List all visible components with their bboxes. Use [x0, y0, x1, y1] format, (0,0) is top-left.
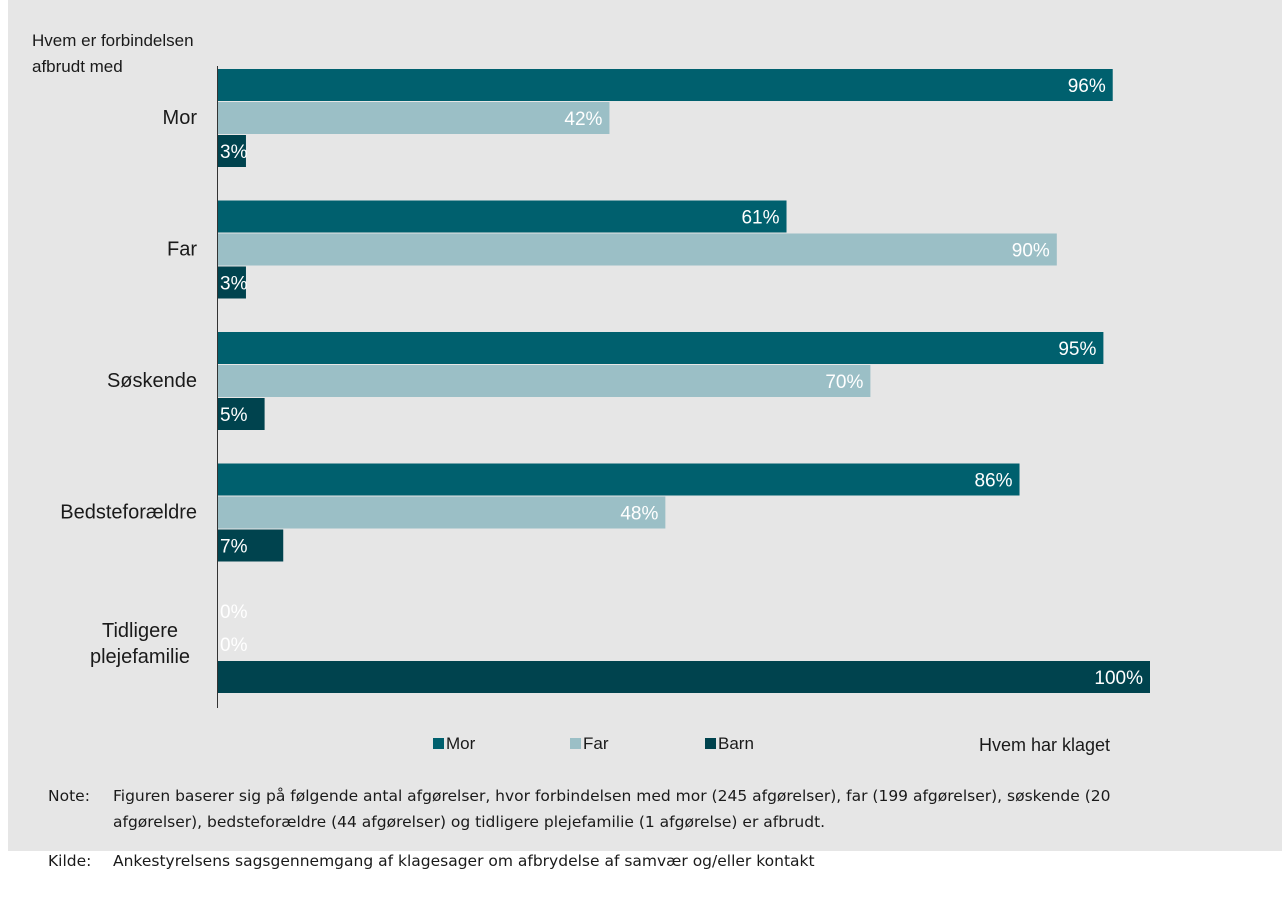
data-label: 70%: [825, 372, 863, 393]
data-label: 3%: [220, 274, 248, 295]
bar-chart: Hvem er forbindelsen afbrudt med 96% 42% 3%…: [32, 31, 1150, 755]
bar-barn: [218, 529, 284, 562]
data-label: 61%: [741, 208, 779, 229]
legend-swatch-far: [570, 738, 581, 749]
y-axis-title-line: afbrudt med: [32, 57, 123, 76]
category-label: Tidligere: [102, 620, 178, 642]
note-text: Figuren baserer sig på følgende antal af…: [113, 787, 1111, 831]
category-label: plejefamilie: [90, 646, 190, 668]
data-label: 0%: [220, 602, 248, 623]
data-label: 42%: [564, 109, 602, 130]
legend-label: Barn: [718, 734, 754, 753]
data-label: 96%: [1068, 76, 1106, 97]
bar-mor: [218, 69, 1113, 101]
legend-swatch-barn: [705, 738, 716, 749]
legend-label: Far: [583, 734, 609, 753]
bar-mor: [218, 332, 1104, 364]
bar-mor: [218, 200, 787, 233]
source-text: Ankestyrelsens sagsgennemgang af klagesa…: [113, 852, 815, 870]
bar-far: [218, 496, 666, 529]
data-label: 95%: [1058, 339, 1096, 360]
bar-mor: [218, 463, 1020, 496]
data-label: 3%: [220, 142, 248, 163]
legend-swatch-mor: [433, 738, 444, 749]
bar-barn: [218, 398, 265, 430]
source-block: Kilde: Ankestyrelsens sagsgennemgang af …: [48, 848, 1258, 878]
data-label: 5%: [220, 405, 248, 426]
bar-far: [218, 365, 871, 397]
x-axis-title: Hvem har klaget: [979, 735, 1110, 755]
source-label: Kilde:: [48, 852, 92, 870]
category-label: Bedsteforældre: [60, 502, 197, 524]
category-label: Mor: [163, 107, 198, 129]
data-label: 100%: [1094, 668, 1143, 689]
data-label: 86%: [974, 471, 1012, 492]
data-label: 0%: [220, 635, 248, 656]
legend-label: Mor: [446, 734, 476, 753]
y-axis-title: Hvem er forbindelsen afbrudt med: [32, 31, 194, 76]
bar-barn: [218, 266, 246, 299]
category-label: Søskende: [107, 370, 197, 392]
bar-far: [218, 233, 1057, 266]
y-axis-title-line: Hvem er forbindelsen: [32, 31, 194, 50]
bar-barn: [218, 135, 246, 167]
note-label: Note:: [48, 787, 90, 805]
data-label: 48%: [620, 504, 658, 525]
data-label: 90%: [1012, 241, 1050, 262]
bar-barn: [218, 661, 1150, 693]
note-block: Note: Figuren baserer sig på følgende an…: [48, 783, 1258, 843]
bar-far: [218, 102, 610, 134]
category-label: Far: [167, 239, 197, 261]
data-label: 7%: [220, 537, 248, 558]
